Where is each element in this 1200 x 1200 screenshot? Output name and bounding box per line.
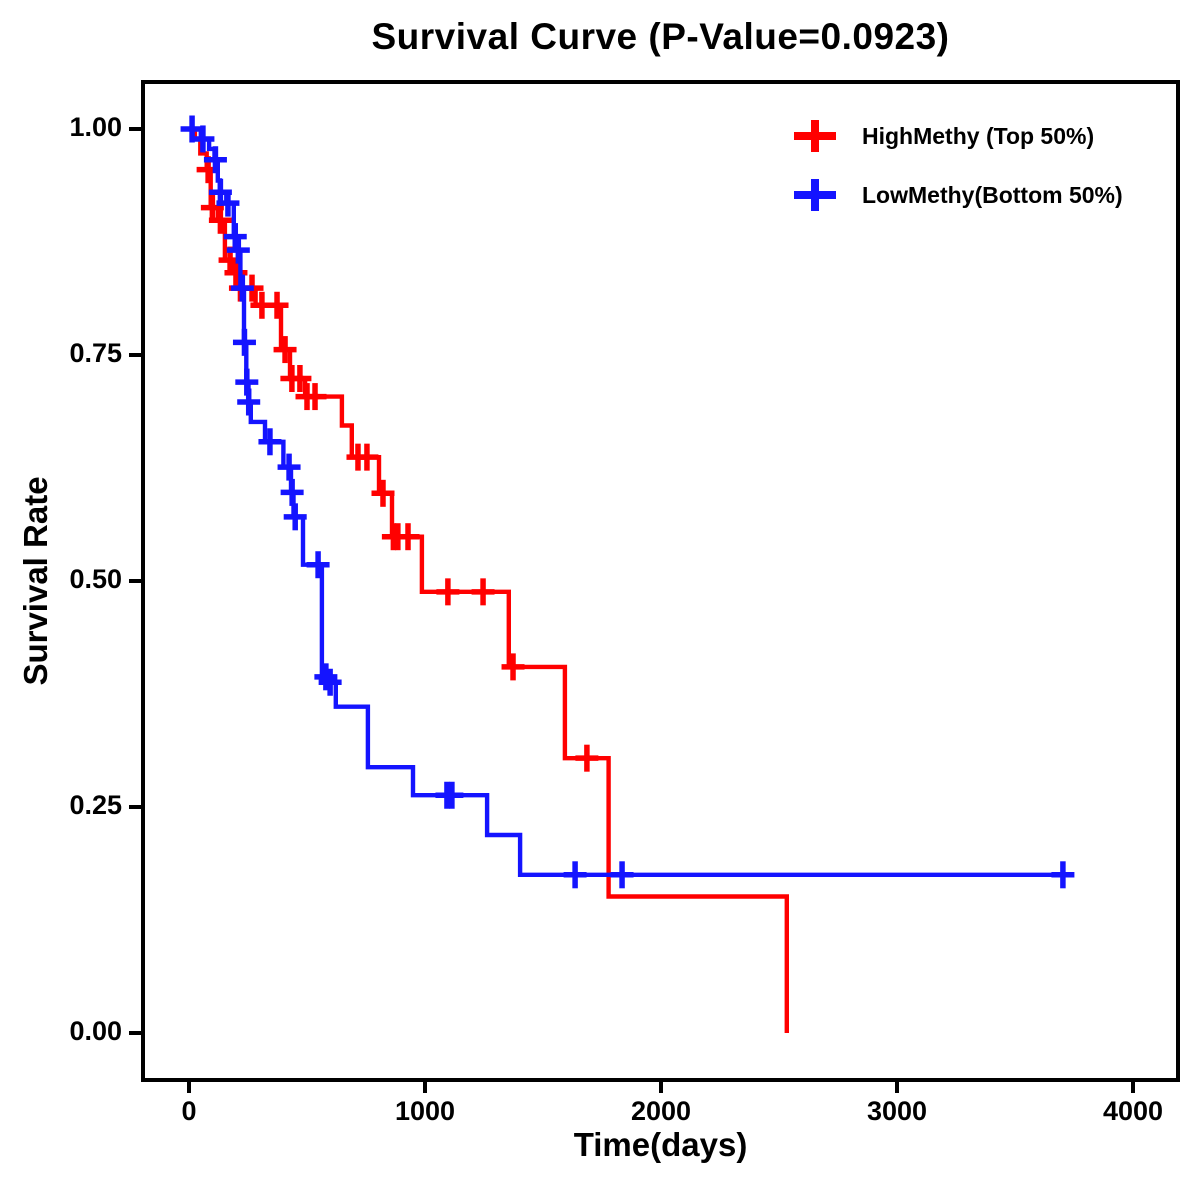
y-tick-label: 1.00 — [69, 112, 122, 142]
survival-step-curve — [189, 126, 789, 1033]
y-tick-label: 0.00 — [69, 1016, 122, 1046]
series-highmethy — [189, 126, 789, 1033]
y-tick-label: 0.25 — [69, 790, 122, 820]
x-tick-label: 2000 — [630, 1096, 692, 1126]
legend-item-highmethy: HighMethy (Top 50%) — [792, 111, 1123, 161]
y-tick-label: 0.75 — [69, 338, 122, 368]
blue-plus-censor-icon — [794, 179, 836, 211]
x-tick-label: 3000 — [866, 1096, 928, 1126]
x-tick-label: 0 — [181, 1096, 197, 1126]
plot-frame — [141, 80, 1180, 1082]
censor-marks — [180, 115, 1075, 889]
x-axis-title: Time(days) — [573, 1126, 748, 1163]
x-tick-label: 4000 — [1102, 1096, 1164, 1126]
censor-marks — [196, 156, 599, 772]
red-plus-censor-icon — [794, 120, 836, 152]
legend-item-lowmethy: LowMethy(Bottom 50%) — [792, 170, 1123, 220]
x-tick-label: 1000 — [394, 1096, 456, 1126]
survival-step-curve — [189, 126, 1063, 877]
legend-label-highmethy: HighMethy (Top 50%) — [862, 122, 1095, 149]
y-tick-label: 0.50 — [69, 564, 122, 594]
legend-label-lowmethy: LowMethy(Bottom 50%) — [862, 181, 1123, 208]
series-lowmethy — [180, 115, 1075, 889]
legend: HighMethy (Top 50%) LowMethy(Bottom 50%) — [792, 111, 1123, 220]
chart-title: Survival Curve (P-Value=0.0923) — [371, 16, 950, 57]
